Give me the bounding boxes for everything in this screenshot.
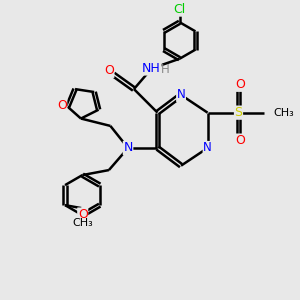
Text: N: N [123,142,133,154]
Text: O: O [57,99,67,112]
Text: N: N [177,88,185,101]
Text: H: H [160,63,169,76]
Text: O: O [78,208,88,221]
Text: CH₃: CH₃ [274,108,295,118]
Text: O: O [235,78,245,91]
Text: Cl: Cl [173,3,186,16]
Text: CH₃: CH₃ [72,218,93,228]
Text: S: S [235,106,242,119]
Text: O: O [235,134,245,147]
Text: NH: NH [142,62,161,75]
Text: O: O [104,64,114,77]
Text: N: N [203,142,212,154]
